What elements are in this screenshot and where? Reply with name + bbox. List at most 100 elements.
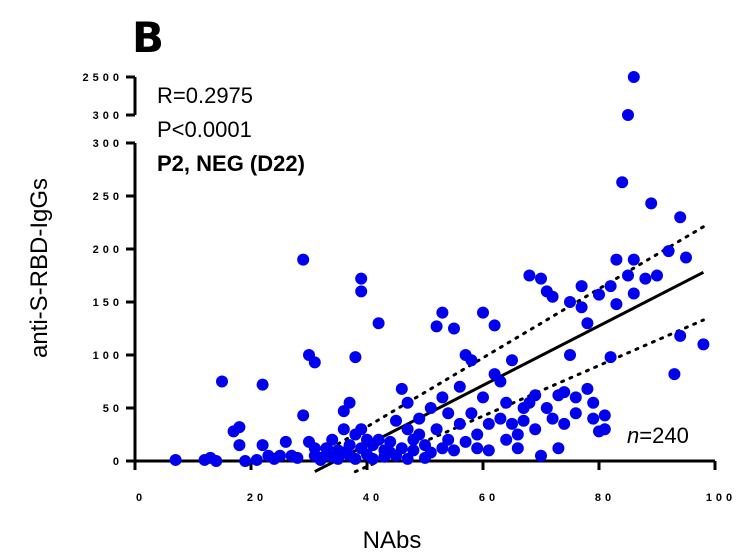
data-point xyxy=(233,439,246,452)
data-point xyxy=(535,272,547,285)
data-point xyxy=(564,349,576,361)
data-point xyxy=(355,285,368,298)
n-symbol: n xyxy=(627,423,639,448)
data-point xyxy=(430,423,443,436)
data-point xyxy=(529,389,542,402)
data-point xyxy=(401,452,414,465)
data-point xyxy=(384,435,397,448)
y-tick-label: 0 xyxy=(113,456,123,468)
data-point xyxy=(535,449,547,462)
data-point xyxy=(442,433,455,446)
data-point xyxy=(622,269,634,282)
data-point xyxy=(668,368,681,381)
data-point xyxy=(581,317,594,330)
data-point xyxy=(482,444,495,457)
data-point xyxy=(523,269,536,282)
data-point xyxy=(413,412,426,425)
y-tick-label: 300 xyxy=(93,138,123,150)
data-point xyxy=(662,245,675,258)
data-point xyxy=(250,453,263,466)
data-point xyxy=(436,391,449,404)
data-point xyxy=(564,296,576,308)
data-point xyxy=(424,446,437,459)
data-point xyxy=(587,412,600,425)
data-point xyxy=(448,444,460,457)
data-point xyxy=(488,319,501,332)
data-point xyxy=(477,306,489,319)
p-value: P<0.0001 xyxy=(157,117,252,142)
data-point xyxy=(552,442,565,455)
data-point xyxy=(517,414,530,427)
y-tick-label: 200 xyxy=(93,244,123,256)
data-point xyxy=(390,414,402,427)
data-point xyxy=(627,287,640,300)
x-tick-label: 0 xyxy=(136,492,146,504)
x-axis-title: NAbs xyxy=(363,527,422,554)
data-point xyxy=(337,423,350,436)
data-point xyxy=(210,455,223,467)
n-count: n=240 xyxy=(627,423,689,448)
data-point xyxy=(575,280,588,293)
data-point xyxy=(558,386,571,399)
data-point xyxy=(511,442,524,455)
y-upper-tick-label: 2500 xyxy=(83,72,123,84)
data-point xyxy=(274,449,286,462)
data-point xyxy=(540,402,553,414)
data-point xyxy=(256,378,269,391)
data-point xyxy=(569,407,582,420)
data-point xyxy=(448,322,460,335)
data-point xyxy=(395,382,408,395)
data-point xyxy=(436,442,449,455)
data-point xyxy=(372,317,385,330)
data-point xyxy=(558,417,571,430)
data-points xyxy=(169,71,710,467)
data-point xyxy=(471,442,484,455)
data-point xyxy=(575,301,588,314)
data-point xyxy=(674,329,687,342)
data-point xyxy=(546,290,559,303)
data-point xyxy=(482,417,495,430)
data-point xyxy=(297,253,310,266)
data-point xyxy=(610,253,623,266)
data-point xyxy=(477,391,489,404)
n-value: =240 xyxy=(639,423,689,448)
r-value: R=0.2975 xyxy=(157,83,253,108)
data-point xyxy=(372,433,385,446)
data-point xyxy=(279,435,292,448)
data-point xyxy=(569,391,582,404)
y-tick-label: 50 xyxy=(103,403,123,415)
data-point xyxy=(465,407,478,420)
y-upper-tick-label: 300 xyxy=(93,110,123,122)
data-point xyxy=(291,451,304,464)
data-point xyxy=(674,211,687,224)
data-point xyxy=(401,396,414,409)
data-point xyxy=(401,423,414,436)
y-tick-label: 250 xyxy=(93,191,123,203)
data-point xyxy=(627,253,640,266)
data-point xyxy=(326,433,339,446)
data-point xyxy=(598,423,611,436)
x-tick-label: 100 xyxy=(706,492,736,504)
data-point xyxy=(610,298,623,311)
data-point xyxy=(651,269,663,282)
data-point xyxy=(581,382,594,395)
data-point xyxy=(366,452,379,465)
data-point xyxy=(546,412,559,425)
data-point xyxy=(645,197,658,210)
data-point-upper xyxy=(627,71,640,83)
data-point xyxy=(442,407,455,420)
data-point xyxy=(424,402,437,414)
data-point xyxy=(500,396,513,409)
data-point xyxy=(239,455,252,467)
group-label: P2, NEG (D22) xyxy=(157,151,305,176)
x-tick-label: 20 xyxy=(247,492,267,504)
panel-letter: B xyxy=(132,13,164,62)
data-point xyxy=(471,428,484,441)
data-point xyxy=(256,439,269,452)
data-point xyxy=(511,428,524,441)
data-point xyxy=(494,412,507,425)
data-point xyxy=(297,409,310,422)
data-point xyxy=(349,452,362,465)
data-point xyxy=(343,396,356,409)
